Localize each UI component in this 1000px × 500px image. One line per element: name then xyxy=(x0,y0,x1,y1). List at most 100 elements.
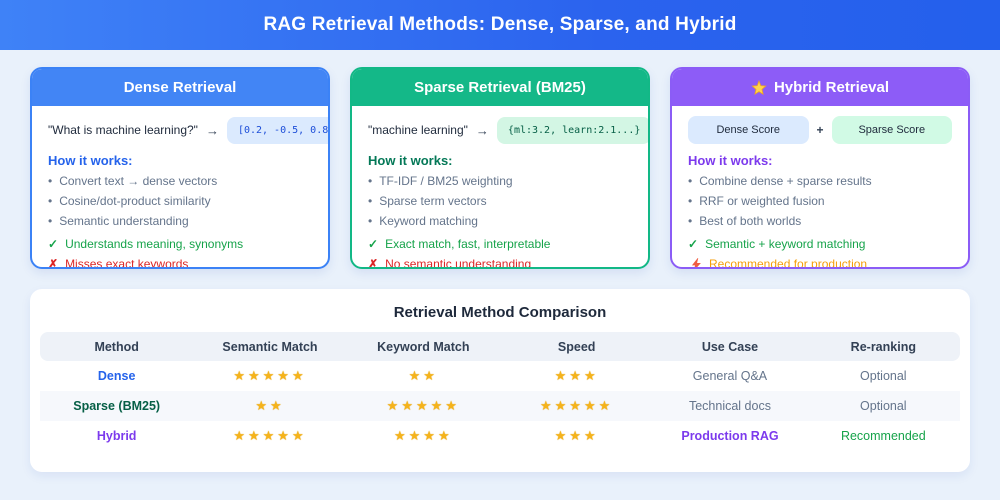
hybrid-how-it-works-heading: How it works: xyxy=(688,153,773,168)
bullet-text: Sparse term vectors xyxy=(379,194,487,208)
dense-card-body: "What is machine learning?" → [0.2, -0.5… xyxy=(32,106,328,269)
semantic-stars: ★★ xyxy=(193,391,347,421)
pro-text: Understands meaning, synonyms xyxy=(65,237,244,251)
bullet-icon: • xyxy=(688,214,693,228)
sparse-score-chip: Sparse Score xyxy=(831,116,953,144)
reranking-cell: Recommended xyxy=(840,429,926,443)
speed-stars: ★★★ xyxy=(554,428,599,443)
recommendation-text: Recommended for production xyxy=(709,257,868,269)
comparison-table: Method Semantic Match Keyword Match Spee… xyxy=(40,332,960,451)
bullet-icon: • xyxy=(48,194,53,208)
dense-example-row: "What is machine learning?" → [0.2, -0.5… xyxy=(48,115,328,145)
table-row: Hybrid ★★★★★ ★★★★ ★★★ Production RAG Rec… xyxy=(40,421,960,451)
pro-text: Exact match, fast, interpretable xyxy=(385,237,551,251)
reranking-cell: Optional xyxy=(806,391,960,421)
bullet-text: Semantic understanding xyxy=(59,214,189,228)
hybrid-retrieval-card: Hybrid Retrieval Dense Score + Sparse Sc… xyxy=(670,67,970,269)
cross-icon: ✗ xyxy=(48,257,59,269)
cross-icon: ✗ xyxy=(368,257,379,269)
dense-query-text: "What is machine learning?" xyxy=(48,123,198,137)
dense-con-line: ✗ Misses exact keywords xyxy=(48,257,312,269)
hybrid-recommendation-line: Recommended for production xyxy=(688,257,952,269)
lightning-icon xyxy=(691,257,702,267)
dense-retrieval-card: Dense Retrieval "What is machine learnin… xyxy=(30,67,330,269)
bullet-text: TF-IDF / BM25 weighting xyxy=(379,174,513,188)
list-item: • Sparse term vectors xyxy=(368,194,632,208)
sparse-retrieval-card: Sparse Retrieval (BM25) "machine learnin… xyxy=(350,67,650,269)
list-item: • Convert text → dense vectors xyxy=(48,174,312,188)
use-case-cell: General Q&A xyxy=(692,369,768,383)
plus-sign: + xyxy=(816,123,824,137)
keyword-stars: ★★★★★ xyxy=(346,391,500,421)
method-cell: Dense xyxy=(97,369,136,383)
comparison-panel: Retrieval Method Comparison Method Seman… xyxy=(30,289,970,472)
sparse-how-it-works-heading: How it works: xyxy=(368,153,453,168)
column-header-reranking: Re-ranking xyxy=(806,332,960,361)
method-cell: Sparse (BM25) xyxy=(40,391,194,421)
sparse-example-row: "machine learning" → {ml:3.2, learn:2.1.… xyxy=(368,115,648,145)
check-icon: ✓ xyxy=(368,237,379,251)
method-cell: Hybrid xyxy=(96,429,137,443)
bullet-icon: • xyxy=(368,214,373,228)
arrow-right-icon: → xyxy=(475,122,489,138)
bullet-icon: • xyxy=(368,174,373,188)
list-item: • Best of both worlds xyxy=(688,214,952,228)
table-header-row: Method Semantic Match Keyword Match Spee… xyxy=(40,332,960,361)
bullet-icon: • xyxy=(48,174,53,188)
hybrid-card-body: Dense Score + Sparse Score How it works:… xyxy=(672,106,968,269)
bullet-text: RRF or weighted fusion xyxy=(699,194,825,208)
table-row: Dense ★★★★★ ★★ ★★★ General Q&A Optional xyxy=(40,361,960,391)
sparse-card-title: Sparse Retrieval (BM25) xyxy=(352,69,648,106)
list-item: • Combine dense + sparse results xyxy=(688,174,952,188)
hybrid-pro-line: ✓ Semantic + keyword matching xyxy=(688,237,952,251)
semantic-stars: ★★★★★ xyxy=(233,368,307,383)
comparison-title: Retrieval Method Comparison xyxy=(393,304,607,321)
keyword-stars: ★★ xyxy=(408,368,438,383)
use-case-cell: Production RAG xyxy=(681,429,779,443)
list-item: • Cosine/dot-product similarity xyxy=(48,194,312,208)
list-item: • TF-IDF / BM25 weighting xyxy=(368,174,632,188)
check-icon: ✓ xyxy=(688,237,699,251)
hybrid-card-header: Hybrid Retrieval xyxy=(672,69,968,106)
column-header-speed: Speed xyxy=(499,332,654,361)
table-row: Sparse (BM25) ★★ ★★★★★ ★★★★★ Technical d… xyxy=(40,391,960,421)
column-header-semantic-match: Semantic Match xyxy=(193,332,347,361)
bullet-text: Convert text → dense vectors xyxy=(59,174,218,188)
bullet-icon: • xyxy=(368,194,373,208)
bullet-icon: • xyxy=(688,194,693,208)
sparse-con-line: ✗ No semantic understanding xyxy=(368,257,632,269)
arrow-right-icon: → xyxy=(205,122,219,138)
speed-stars: ★★★★★ xyxy=(499,391,654,421)
list-item: • RRF or weighted fusion xyxy=(688,194,952,208)
bullet-text: Best of both worlds xyxy=(699,214,802,228)
hybrid-card-title: Hybrid Retrieval xyxy=(773,79,890,96)
dense-card-title: Dense Retrieval xyxy=(32,69,328,106)
title-banner: RAG Retrieval Methods: Dense, Sparse, an… xyxy=(0,0,1000,50)
bullet-text: Keyword matching xyxy=(379,214,478,228)
sparse-card-body: "machine learning" → {ml:3.2, learn:2.1.… xyxy=(352,106,648,269)
glowing-star-icon xyxy=(751,79,767,96)
con-text: Misses exact keywords xyxy=(65,257,189,269)
method-cards-row: Dense Retrieval "What is machine learnin… xyxy=(0,50,1000,269)
bullet-text: Cosine/dot-product similarity xyxy=(59,194,211,208)
dense-how-it-works-heading: How it works: xyxy=(48,153,133,168)
semantic-stars: ★★★★★ xyxy=(233,428,307,443)
dense-pro-line: ✓ Understands meaning, synonyms xyxy=(48,237,312,251)
column-header-keyword-match: Keyword Match xyxy=(346,332,500,361)
hybrid-score-row: Dense Score + Sparse Score xyxy=(688,115,953,145)
use-case-cell: Technical docs xyxy=(653,391,807,421)
list-item: • Keyword matching xyxy=(368,214,632,228)
pro-text: Semantic + keyword matching xyxy=(705,237,866,251)
dense-vector-chip: [0.2, -0.5, 0.8...] xyxy=(226,116,328,144)
keyword-stars: ★★★★ xyxy=(394,428,453,443)
dense-score-chip: Dense Score xyxy=(688,116,809,144)
sparse-weights-chip: {ml:3.2, learn:2.1...} xyxy=(496,116,648,144)
column-header-use-case: Use Case xyxy=(653,332,807,361)
check-icon: ✓ xyxy=(48,237,59,251)
page-title: RAG Retrieval Methods: Dense, Sparse, an… xyxy=(263,14,737,35)
bullet-icon: • xyxy=(48,214,53,228)
con-text: No semantic understanding xyxy=(385,257,532,269)
sparse-pro-line: ✓ Exact match, fast, interpretable xyxy=(368,237,632,251)
bullet-text: Combine dense + sparse results xyxy=(699,174,872,188)
sparse-query-text: "machine learning" xyxy=(368,123,468,137)
